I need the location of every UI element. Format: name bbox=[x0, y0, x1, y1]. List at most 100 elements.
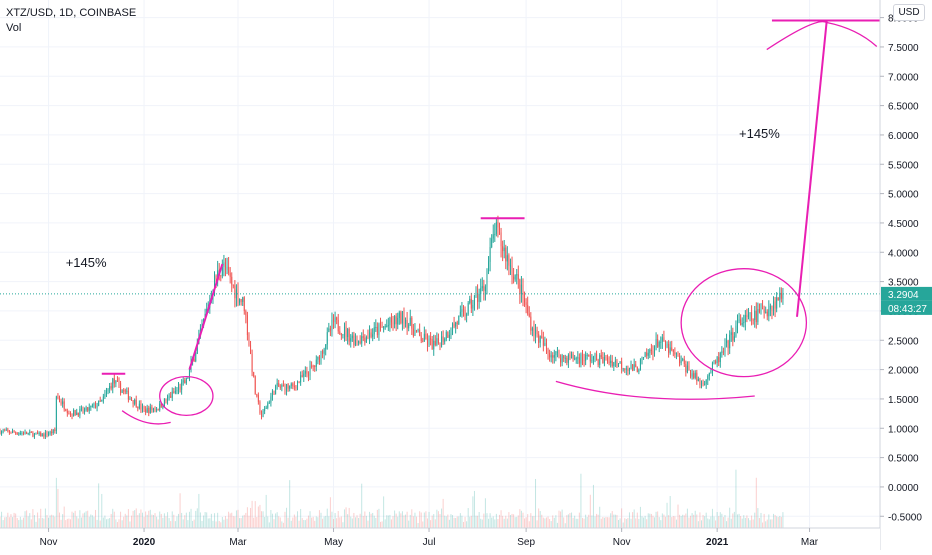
candle-body bbox=[69, 413, 71, 415]
volume-bar bbox=[442, 498, 444, 528]
candle-body bbox=[489, 247, 491, 262]
volume-bar bbox=[614, 514, 616, 528]
candle-body bbox=[79, 408, 81, 416]
candle-body bbox=[337, 319, 339, 332]
candle-body bbox=[735, 325, 737, 337]
volume-bar bbox=[588, 514, 590, 528]
candle-body bbox=[721, 351, 723, 354]
price-tick-label: 0.5000 bbox=[888, 454, 919, 465]
candle-body bbox=[311, 365, 313, 367]
candle-body bbox=[751, 312, 753, 320]
candle-body bbox=[353, 335, 355, 346]
volume-bar bbox=[683, 515, 685, 528]
volume-bar bbox=[318, 510, 320, 528]
candle-body bbox=[15, 432, 17, 434]
candle-body bbox=[41, 434, 43, 437]
volume-bar bbox=[627, 518, 629, 528]
volume-bar bbox=[46, 515, 48, 528]
volume-bar bbox=[99, 520, 101, 528]
candle-body bbox=[196, 343, 198, 354]
candle-body bbox=[704, 384, 706, 386]
volume-bar bbox=[320, 512, 322, 528]
volume-bar bbox=[210, 513, 212, 528]
volume-bar bbox=[138, 513, 140, 528]
candle-body bbox=[44, 432, 46, 437]
volume-bar bbox=[452, 515, 454, 528]
candle-body bbox=[611, 360, 613, 366]
volume-bar bbox=[766, 519, 768, 528]
volume-bar bbox=[447, 514, 449, 528]
volume-bar bbox=[625, 519, 627, 528]
candle-body bbox=[315, 359, 317, 367]
volume-layer bbox=[0, 469, 784, 528]
candle-body bbox=[583, 360, 585, 362]
volume-bar bbox=[224, 516, 226, 528]
candle-body bbox=[145, 409, 147, 413]
volume-bar bbox=[375, 517, 377, 528]
candle-body bbox=[298, 381, 300, 383]
volume-bar bbox=[115, 519, 117, 528]
volume-bar bbox=[134, 510, 136, 528]
candle-body bbox=[112, 378, 114, 389]
volume-bar bbox=[334, 513, 336, 528]
volume-bar bbox=[513, 514, 515, 528]
volume-bar bbox=[724, 514, 726, 528]
volume-bar bbox=[597, 514, 599, 528]
volume-bar bbox=[702, 514, 704, 528]
volume-bar bbox=[746, 515, 748, 528]
candle-body bbox=[763, 309, 765, 313]
volume-bar bbox=[77, 518, 79, 528]
volume-bar bbox=[401, 511, 403, 528]
volume-bar bbox=[163, 513, 165, 528]
symbol-title[interactable]: XTZ/USD, 1D, COINBASE bbox=[6, 7, 137, 19]
volume-bar bbox=[105, 519, 107, 528]
candle-body bbox=[740, 319, 742, 325]
candle-body bbox=[182, 380, 184, 383]
candle-body bbox=[342, 334, 344, 336]
volume-bar bbox=[643, 517, 645, 528]
volume-bar bbox=[505, 515, 507, 528]
candle-body bbox=[10, 432, 12, 434]
volume-bar bbox=[5, 517, 7, 528]
candle-body bbox=[771, 305, 773, 311]
volume-bar bbox=[307, 515, 309, 528]
candle-body bbox=[553, 355, 555, 358]
volume-bar bbox=[297, 511, 299, 528]
candle-body bbox=[716, 357, 718, 363]
candle-body bbox=[135, 399, 137, 408]
candle-body bbox=[605, 356, 607, 358]
candle-body bbox=[314, 365, 316, 367]
currency-button[interactable]: USD bbox=[893, 4, 925, 21]
volume-bar bbox=[466, 521, 468, 528]
volume-bar bbox=[290, 520, 292, 528]
volume-bar bbox=[696, 514, 698, 528]
candle-body bbox=[697, 379, 699, 382]
candle-body bbox=[27, 433, 29, 435]
volume-bar bbox=[178, 513, 180, 528]
candle-body bbox=[372, 334, 374, 337]
volume-bar bbox=[354, 517, 356, 528]
volume-bar bbox=[101, 493, 103, 528]
volume-indicator-label[interactable]: Vol bbox=[6, 22, 22, 34]
candle-body bbox=[22, 432, 24, 435]
volume-bar bbox=[472, 496, 474, 528]
time-tick-label: Mar bbox=[801, 537, 819, 548]
candle-body bbox=[406, 319, 408, 329]
volume-bar bbox=[600, 518, 602, 528]
candle-body bbox=[417, 329, 419, 331]
candle-body bbox=[167, 396, 169, 401]
candle-body bbox=[693, 373, 695, 378]
volume-bar bbox=[367, 520, 369, 528]
volume-bar bbox=[259, 504, 261, 528]
volume-bar bbox=[12, 517, 14, 528]
volume-bar bbox=[668, 515, 670, 528]
candle-body bbox=[696, 372, 698, 382]
volume-bar bbox=[336, 518, 338, 528]
volume-bar bbox=[369, 511, 371, 528]
volume-bar bbox=[514, 517, 516, 528]
volume-bar bbox=[517, 515, 519, 528]
volume-bar bbox=[536, 520, 538, 528]
volume-bar bbox=[26, 510, 28, 528]
